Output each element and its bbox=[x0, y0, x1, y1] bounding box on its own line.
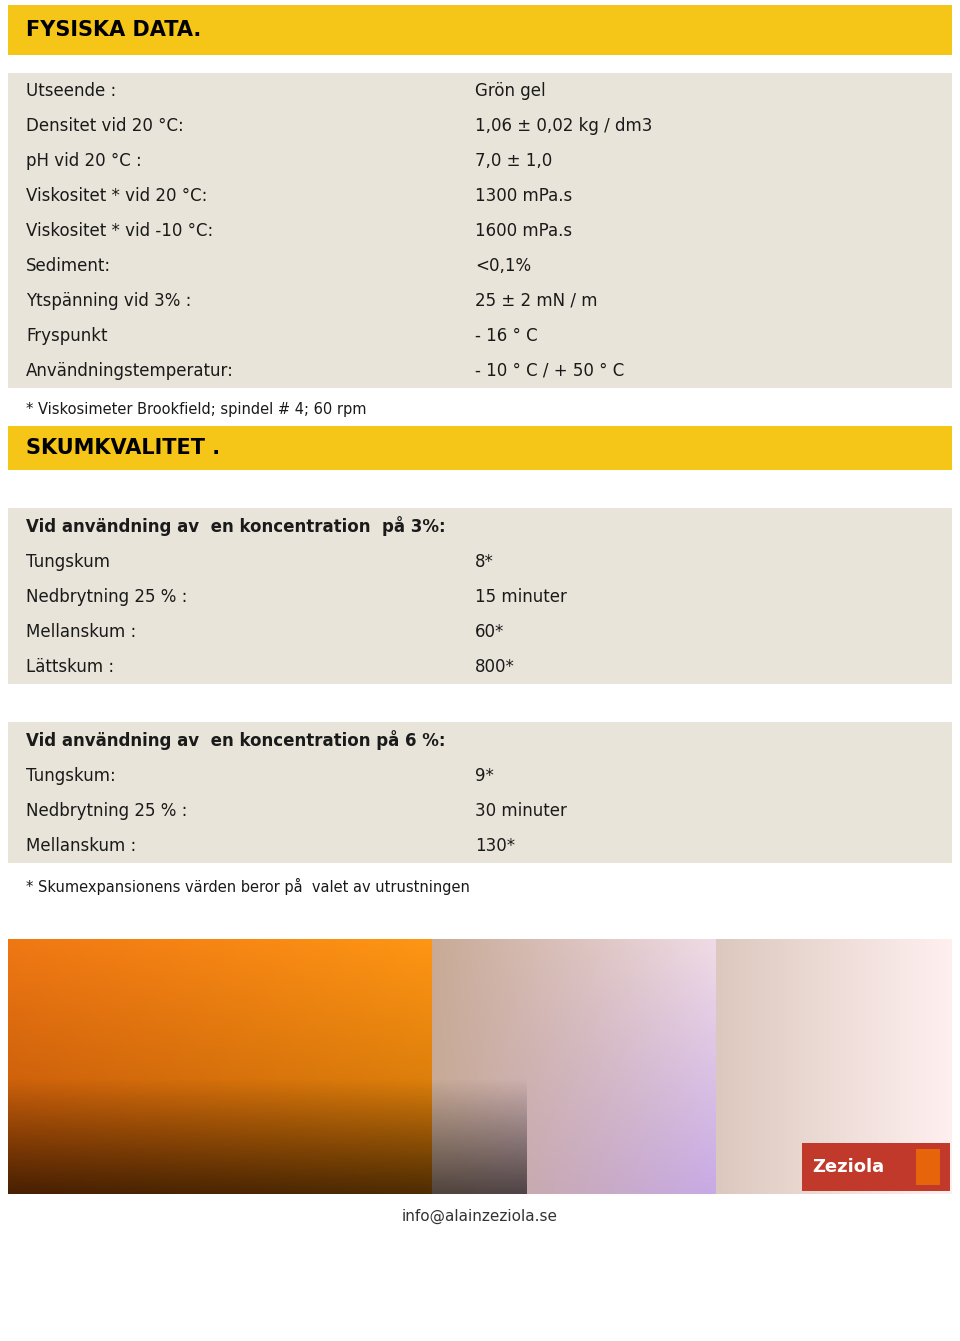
Text: - 10 ° C / + 50 ° C: - 10 ° C / + 50 ° C bbox=[475, 362, 625, 380]
Text: - 16 ° C: - 16 ° C bbox=[475, 326, 538, 345]
Bar bbox=[8, 178, 952, 213]
Bar bbox=[8, 544, 952, 579]
Text: <0,1%: <0,1% bbox=[475, 256, 532, 275]
Text: 15 minuter: 15 minuter bbox=[475, 587, 567, 606]
Bar bbox=[8, 248, 952, 283]
Text: 130*: 130* bbox=[475, 837, 516, 854]
Text: Ytspänning vid 3% :: Ytspänning vid 3% : bbox=[26, 291, 191, 310]
Text: Grön gel: Grön gel bbox=[475, 82, 546, 99]
Text: Mellanskum :: Mellanskum : bbox=[26, 622, 136, 641]
Bar bbox=[8, 721, 952, 758]
Text: 30 minuter: 30 minuter bbox=[475, 802, 567, 819]
Bar bbox=[8, 283, 952, 318]
Bar bbox=[8, 827, 952, 864]
Text: 7,0 ± 1,0: 7,0 ± 1,0 bbox=[475, 152, 553, 169]
Text: FYSISKA DATA.: FYSISKA DATA. bbox=[26, 20, 202, 40]
Text: 1,06 ± 0,02 kg / dm3: 1,06 ± 0,02 kg / dm3 bbox=[475, 117, 653, 134]
Text: * Skumexpansionens värden beror på  valet av utrustningen: * Skumexpansionens värden beror på valet… bbox=[26, 877, 469, 894]
Bar bbox=[8, 758, 952, 793]
Text: Utseende :: Utseende : bbox=[26, 82, 116, 99]
Text: Sediment:: Sediment: bbox=[26, 256, 111, 275]
Bar bbox=[8, 353, 952, 388]
Text: info@alainzeziola.se: info@alainzeziola.se bbox=[402, 1208, 558, 1223]
Text: Mellanskum :: Mellanskum : bbox=[26, 837, 136, 854]
Text: Tungskum:: Tungskum: bbox=[26, 767, 116, 784]
Text: 60*: 60* bbox=[475, 622, 505, 641]
Text: Densitet vid 20 °C:: Densitet vid 20 °C: bbox=[26, 117, 183, 134]
Text: Nedbrytning 25 % :: Nedbrytning 25 % : bbox=[26, 802, 187, 819]
Text: Tungskum: Tungskum bbox=[26, 552, 110, 570]
Text: SKUMKVALITET .: SKUMKVALITET . bbox=[26, 439, 220, 459]
Text: Fryspunkt: Fryspunkt bbox=[26, 326, 108, 345]
Bar bbox=[802, 1143, 950, 1191]
Bar bbox=[8, 649, 952, 684]
Text: 1300 mPa.s: 1300 mPa.s bbox=[475, 186, 572, 204]
Text: Vid användning av  en koncentration på 6 %:: Vid användning av en koncentration på 6 … bbox=[26, 730, 445, 750]
Text: Viskositet * vid -10 °C:: Viskositet * vid -10 °C: bbox=[26, 221, 213, 240]
Bar bbox=[8, 109, 952, 143]
Bar bbox=[8, 318, 952, 353]
Text: Vid användning av  en koncentration  på 3%:: Vid användning av en koncentration på 3%… bbox=[26, 516, 445, 536]
Bar bbox=[8, 614, 952, 649]
Text: Användningstemperatur:: Användningstemperatur: bbox=[26, 362, 234, 380]
Text: Nedbrytning 25 % :: Nedbrytning 25 % : bbox=[26, 587, 187, 606]
Bar bbox=[8, 508, 952, 544]
Text: Viskositet * vid 20 °C:: Viskositet * vid 20 °C: bbox=[26, 186, 207, 204]
Bar bbox=[8, 72, 952, 109]
Text: Zeziola: Zeziola bbox=[812, 1159, 884, 1176]
Text: 800*: 800* bbox=[475, 657, 516, 676]
Bar bbox=[8, 143, 952, 178]
Text: 25 ± 2 mN / m: 25 ± 2 mN / m bbox=[475, 291, 598, 310]
Text: 9*: 9* bbox=[475, 767, 494, 784]
Bar bbox=[8, 426, 952, 469]
Bar bbox=[8, 579, 952, 614]
Text: 8*: 8* bbox=[475, 552, 494, 570]
Text: * Viskosimeter Brookfield; spindel # 4; 60 rpm: * Viskosimeter Brookfield; spindel # 4; … bbox=[26, 401, 367, 417]
Bar bbox=[8, 5, 952, 55]
Bar bbox=[916, 1149, 940, 1185]
Text: Lättskum :: Lättskum : bbox=[26, 657, 114, 676]
Bar bbox=[8, 793, 952, 827]
Text: 1600 mPa.s: 1600 mPa.s bbox=[475, 221, 572, 240]
Bar bbox=[8, 213, 952, 248]
Text: pH vid 20 °C :: pH vid 20 °C : bbox=[26, 152, 142, 169]
